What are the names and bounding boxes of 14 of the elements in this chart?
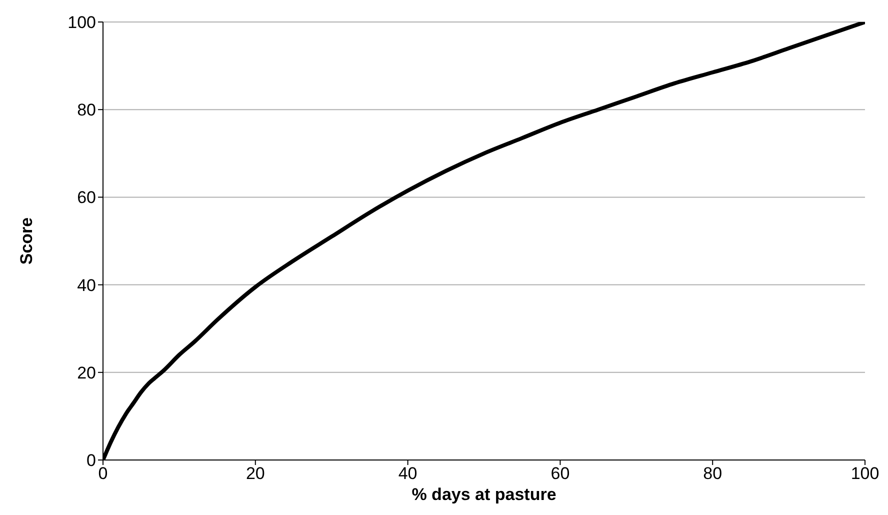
x-tick-label: 80 [703, 464, 722, 484]
y-tick-label: 40 [77, 276, 96, 295]
y-tick-label: 60 [77, 188, 96, 208]
x-tick-label: 100 [850, 464, 880, 484]
y-tick-label: 0 [86, 451, 96, 470]
y-tick-label: 100 [68, 13, 96, 32]
y-axis-title: Score [17, 217, 36, 265]
y-tick-label: 20 [77, 363, 96, 382]
x-axis-title: % days at pasture [412, 485, 556, 504]
x-tick-label: 60 [550, 464, 570, 484]
x-tick-label: 20 [246, 464, 265, 484]
x-tick-label: 0 [98, 464, 108, 484]
y-tick-label: 80 [77, 100, 96, 120]
x-tick-label: 40 [398, 464, 418, 484]
